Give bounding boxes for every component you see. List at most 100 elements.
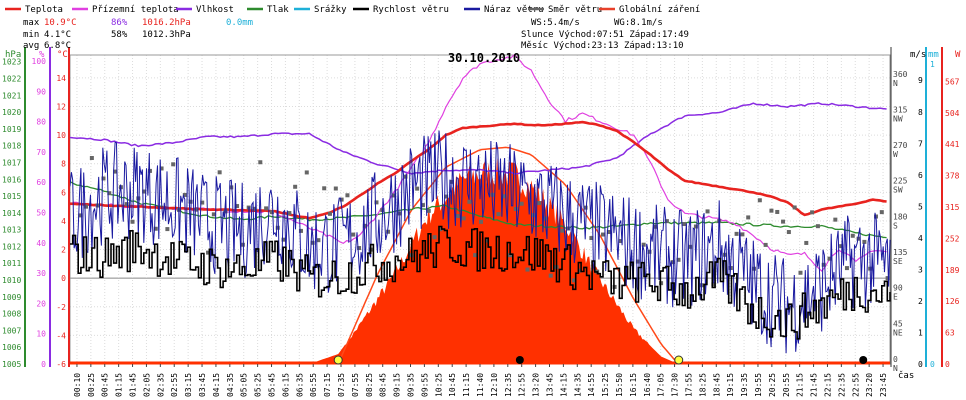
wind-direction-point <box>339 197 344 202</box>
hpa-tick-label: 1016 <box>2 175 21 184</box>
wind-direction-point <box>328 211 333 216</box>
wind-direction-point <box>670 260 675 265</box>
wind-direction-point <box>357 246 362 251</box>
wind-direction-point <box>374 200 379 205</box>
hpa-tick-label: 1021 <box>2 91 21 100</box>
x-tick-label: 08:25 <box>365 373 374 397</box>
wind-tick-label: 4 <box>918 234 923 243</box>
wind-direction-point <box>420 203 425 208</box>
wind-direction-point <box>781 219 786 224</box>
direction-compass-label: NE <box>893 328 903 337</box>
wind-direction-point <box>786 230 791 235</box>
x-tick-label: 02:55 <box>170 373 179 397</box>
hpa-tick-label: 1017 <box>2 158 21 167</box>
direction-compass-label: E <box>893 293 898 302</box>
moonset-marker <box>515 356 524 364</box>
wind-direction-point <box>740 232 745 237</box>
x-tick-label: 11:40 <box>476 373 485 397</box>
wind-direction-point <box>252 206 257 211</box>
axes-layer: hPa% °C m/s mm W1005100610071008100910101011… <box>2 47 961 397</box>
solar-tick-label: 567 <box>945 77 960 86</box>
hpa-tick-label: 1011 <box>2 259 21 268</box>
legend-label: Tlak <box>267 5 289 15</box>
legend-label: Teplota <box>25 5 63 15</box>
wind-direction-point <box>571 278 576 283</box>
wind-direction-point <box>287 211 292 216</box>
hpa-unit-label: hPa <box>5 50 21 60</box>
wind-direction-point <box>461 216 466 221</box>
solar-tick-label: 378 <box>945 172 960 181</box>
wind-direction-point <box>136 196 141 201</box>
wind-direction-point <box>792 205 797 210</box>
wind-direction-point <box>403 174 408 179</box>
wind-direction-point <box>676 257 681 262</box>
chart-title: 30.10.2010 <box>448 51 520 65</box>
x-tick-label: 04:35 <box>226 373 235 397</box>
wind-direction-point <box>432 235 437 240</box>
x-tick-label: 07:15 <box>323 373 332 397</box>
wind-direction-point <box>281 237 286 242</box>
stats-max-rain: 0.0mm <box>226 18 253 28</box>
x-tick-label: 07:55 <box>351 373 360 397</box>
wind-direction-point <box>304 170 309 175</box>
legend-label: Směr větru <box>548 5 602 15</box>
wind-direction-point <box>763 242 768 247</box>
hpa-tick-label: 1009 <box>2 293 21 302</box>
solar-tick-label: 315 <box>945 203 960 212</box>
wind-direction-point <box>525 267 530 272</box>
direction-degree-label: 225 <box>893 177 908 186</box>
hpa-tick-label: 1020 <box>2 108 21 117</box>
wind-direction-point <box>444 194 449 199</box>
wind-direction-point <box>467 199 472 204</box>
percent-tick-label: 80 <box>36 118 46 127</box>
wind-direction-point <box>833 217 838 222</box>
wind-direction-point <box>775 209 780 214</box>
wind-direction-point <box>601 232 605 237</box>
stats-min-press: 1012.3hPa <box>142 30 191 40</box>
x-tick-label: 06:55 <box>309 373 318 397</box>
x-tick-label: 12:35 <box>504 373 513 397</box>
rain-tick-label: 0 <box>930 360 935 369</box>
wind-direction-point <box>386 229 391 234</box>
stats-max-hum: 86% <box>111 18 128 28</box>
x-tick-label: 22:35 <box>837 373 846 397</box>
wind-direction-point <box>798 270 803 275</box>
wind-tick-label: 9 <box>918 76 923 85</box>
wind-tick-label: 8 <box>918 108 923 117</box>
hpa-tick-label: 1012 <box>2 242 21 251</box>
celsius-tick-label: 4 <box>61 217 66 226</box>
x-tick-label: 19:15 <box>726 373 735 397</box>
wind-direction-point <box>223 209 228 214</box>
wind-direction-point <box>734 231 739 236</box>
x-tick-label: 09:15 <box>393 373 402 397</box>
wind-direction-point <box>844 266 849 271</box>
direction-compass-label: N <box>893 364 898 373</box>
wind-tick-label: 2 <box>918 297 923 306</box>
wind-direction-point <box>211 212 216 217</box>
wind-direction-point <box>235 204 240 209</box>
x-tick-label: 02:05 <box>142 373 151 397</box>
solar-tick-label: 0 <box>945 360 950 369</box>
solar-tick-label: 126 <box>945 297 960 306</box>
wind-direction-point <box>345 193 350 198</box>
solar-tick-label: 504 <box>945 109 960 118</box>
series-layer <box>69 53 891 365</box>
hpa-tick-label: 1013 <box>2 226 21 235</box>
hpa-tick-label: 1022 <box>2 75 21 84</box>
x-tick-label: 14:15 <box>559 373 568 397</box>
direction-degree-label: 270 <box>893 141 908 150</box>
direction-compass-label: SW <box>893 186 903 195</box>
wind-direction-point <box>194 207 199 212</box>
wind-direction-point <box>624 265 629 270</box>
stats-min-temp: 4.1°C <box>44 30 71 40</box>
x-tick-label: 06:35 <box>295 373 304 397</box>
x-tick-label: 17:05 <box>657 373 666 397</box>
temperature-line <box>69 120 887 220</box>
celsius-tick-label: 6 <box>61 188 66 197</box>
wind-direction-point <box>885 276 890 281</box>
direction-degree-label: 0 <box>893 355 898 364</box>
x-tick-label: 13:45 <box>545 373 554 397</box>
wind-direction-point <box>351 232 356 237</box>
celsius-tick-label: -4 <box>56 331 66 340</box>
